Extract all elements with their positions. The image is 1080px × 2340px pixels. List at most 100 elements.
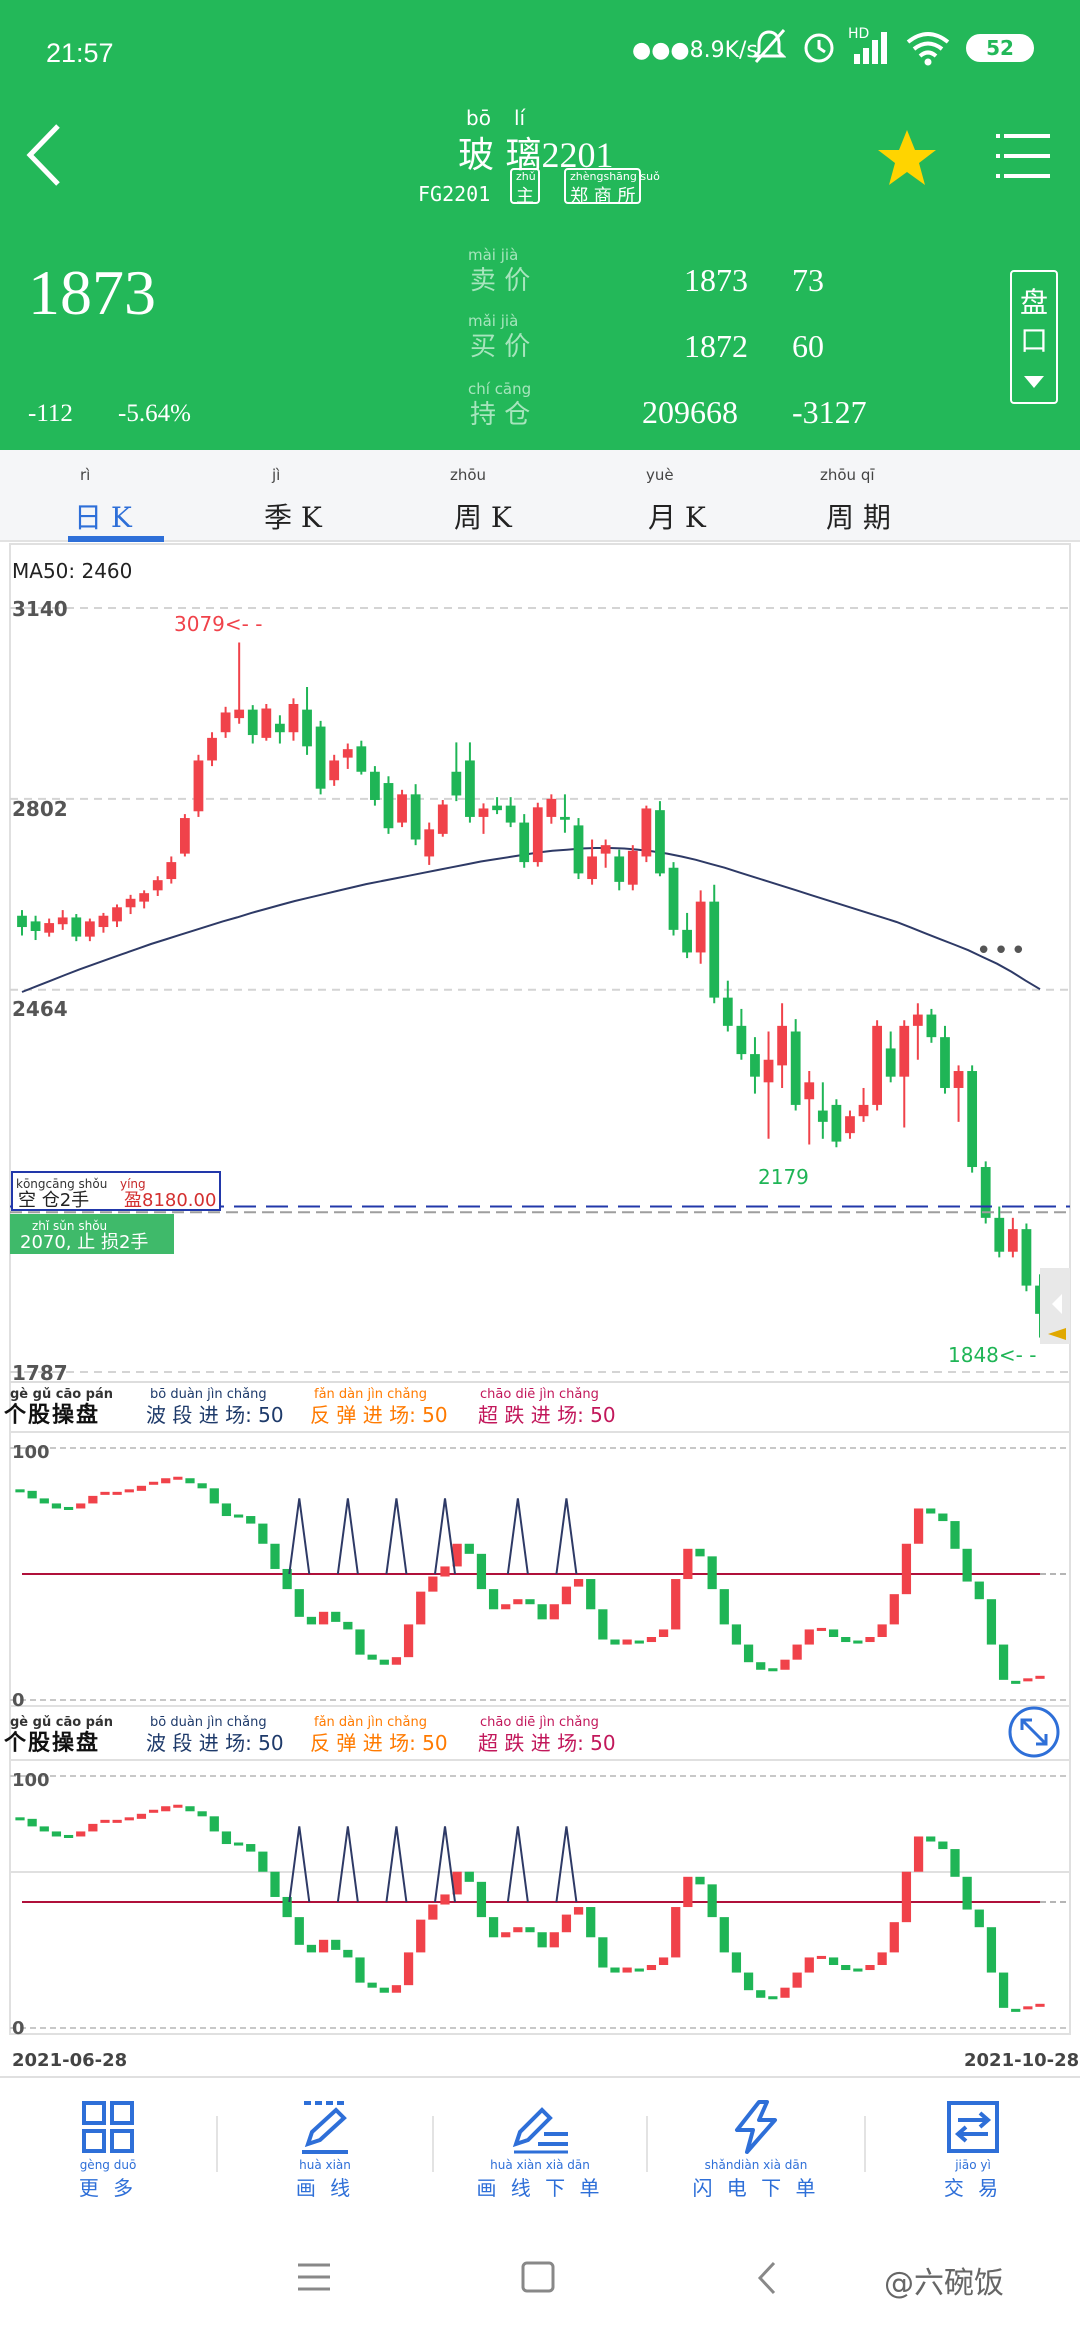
oscillator-bar bbox=[841, 1637, 851, 1643]
oscillator-bar bbox=[853, 1640, 863, 1644]
legend-wave-entry: 波 段 进 场: 50 bbox=[146, 1403, 284, 1427]
draw-line-order-button[interactable]: huà xiàn xià dān 画 线 下 单 bbox=[434, 2078, 646, 2212]
oscillator-bar bbox=[476, 1881, 487, 1918]
candle-body bbox=[722, 997, 733, 1026]
chart-frame bbox=[9, 543, 1071, 1873]
oscillator-bar bbox=[185, 1806, 195, 1812]
more-tabs-button[interactable]: ••• bbox=[976, 936, 1029, 966]
oscillator-bar bbox=[15, 1817, 25, 1821]
home-icon[interactable] bbox=[520, 2260, 556, 2294]
oscillator-bar bbox=[962, 1548, 972, 1582]
ask-price: 1873 bbox=[684, 262, 748, 298]
oscillator-bar bbox=[719, 1917, 729, 1953]
signal-marker bbox=[288, 1826, 311, 1903]
oscillator-bar bbox=[355, 1957, 365, 1983]
oscillator-bar bbox=[974, 1581, 984, 1600]
legend-rebound-entry: 反 弹 进 场: 50 bbox=[310, 1731, 448, 1755]
oscillator-bar bbox=[986, 1927, 997, 1973]
candle-body bbox=[397, 794, 407, 823]
oscillator-bar bbox=[428, 1576, 438, 1592]
oscillator-bar bbox=[161, 1478, 171, 1484]
grid-icon bbox=[82, 2101, 134, 2153]
oscillator-bar bbox=[331, 1939, 341, 1950]
candle-body bbox=[641, 808, 652, 857]
recent-apps-icon[interactable] bbox=[296, 2262, 332, 2292]
more-button[interactable]: gèng duō 更 多 bbox=[0, 2078, 216, 2212]
oscillator-bar bbox=[1011, 2008, 1021, 2012]
candle-body bbox=[370, 771, 380, 800]
signal-marker bbox=[555, 1826, 578, 1903]
legend-wave-entry: 波 段 进 场: 50 bbox=[146, 1731, 284, 1755]
oscillator-bar bbox=[719, 1589, 729, 1625]
chart-side-handle[interactable] bbox=[1040, 1268, 1070, 1344]
candle-body bbox=[98, 915, 109, 928]
oscillator-bar bbox=[1035, 1675, 1045, 1679]
oscillator-bar bbox=[379, 1987, 389, 1993]
oscillator-bar bbox=[707, 1556, 717, 1590]
oscillator-bar bbox=[561, 1586, 572, 1605]
candle-body bbox=[315, 726, 326, 789]
indicator-panel-2[interactable]: gè gǔ cāo pán 个股操盘 bō duàn jìn chǎng 波 段… bbox=[4, 1715, 1079, 2071]
menu-icon[interactable] bbox=[996, 132, 1052, 182]
oscillator-bar bbox=[658, 1957, 669, 1965]
open-interest-change: -3127 bbox=[792, 394, 867, 430]
oscillator-bar bbox=[1035, 2003, 1045, 2007]
oscillator-bar bbox=[671, 1579, 681, 1630]
expand-chart-button[interactable] bbox=[1008, 1706, 1060, 1758]
candle-body bbox=[451, 771, 462, 796]
oscillator-bar bbox=[513, 1599, 523, 1605]
svg-text:bō duàn jìn chǎng: bō duàn jìn chǎng bbox=[150, 1715, 267, 1730]
oscillator-bar bbox=[537, 1604, 547, 1620]
watermark: @六碗饭 bbox=[884, 2266, 1004, 2301]
y-tick-label: 2802 bbox=[12, 797, 68, 821]
oscillator-bar bbox=[391, 1985, 402, 1993]
candle-body bbox=[139, 893, 150, 902]
oscillator-bar bbox=[756, 1662, 766, 1670]
oscillator-bar bbox=[282, 1896, 292, 1918]
svg-text:chāo diē jìn chǎng: chāo diē jìn chǎng bbox=[480, 1715, 599, 1730]
back-nav-icon[interactable] bbox=[756, 2260, 780, 2296]
oscillator-bar bbox=[889, 1922, 899, 1953]
indicator-panel-1[interactable]: gè gǔ cāo pán 个股操盘 bō duàn jìn chǎng 波 段… bbox=[4, 1387, 1071, 1758]
back-button[interactable] bbox=[22, 120, 72, 190]
y-tick-label: 3140 bbox=[12, 597, 68, 621]
pen-order-icon bbox=[512, 2107, 568, 2154]
oscillator-bar bbox=[148, 1809, 159, 1813]
oscillator-bar bbox=[258, 1851, 268, 1872]
stop-loss-box[interactable]: zhǐ sǔn shǒu 2070, 止 损2手 bbox=[10, 1214, 174, 1254]
oscillator-bar bbox=[124, 1489, 134, 1493]
oscillator-bar bbox=[294, 1589, 304, 1617]
quote-header: 21:57 ●●●8.9K/s HD 52 bō lí 玻 璃2201 bbox=[0, 0, 1080, 450]
oscillator-bar bbox=[27, 1490, 37, 1499]
ma50-path bbox=[21, 847, 1041, 993]
oscillator-bar bbox=[841, 1965, 851, 1971]
signal-icon bbox=[854, 32, 887, 64]
candle-body bbox=[84, 921, 95, 937]
svg-text:bō duàn jìn chǎng: bō duàn jìn chǎng bbox=[150, 1387, 267, 1402]
oscillator-bar bbox=[780, 1987, 790, 1998]
candle-body bbox=[980, 1167, 991, 1218]
candle-body bbox=[817, 1110, 828, 1122]
draw-line-button[interactable]: huà xiàn 画 线 bbox=[218, 2078, 432, 2212]
oscillator-bar bbox=[161, 1806, 171, 1812]
bid-volume: 60 bbox=[792, 328, 824, 364]
network-speed: ●●●8.9K/s bbox=[632, 38, 758, 63]
position-box[interactable]: kōngcāng shǒu yíng 空 仓2手 盈8180.00 bbox=[11, 1171, 221, 1211]
oscillator-bar bbox=[88, 1823, 98, 1832]
trade-button[interactable]: jiāo yì 交 易 bbox=[866, 2078, 1080, 2212]
system-nav-bar bbox=[0, 2210, 1080, 2340]
candle-body bbox=[410, 794, 421, 840]
oscillator-bar bbox=[197, 1811, 207, 1817]
oscillator-bar bbox=[743, 1972, 754, 1991]
candle-body bbox=[994, 1217, 1005, 1252]
flash-order-button[interactable]: shǎndiàn xià dān 闪 电 下 单 bbox=[648, 2078, 864, 2212]
candlestick-panel[interactable]: MA50: 2460 3140 2802 2464 1787 3079<- - … bbox=[9, 543, 1071, 1873]
chart-area[interactable]: MA50: 2460 3140 2802 2464 1787 3079<- - … bbox=[0, 542, 1080, 2076]
candle-body bbox=[1007, 1229, 1018, 1252]
low-annotation: 1848<- - bbox=[948, 1343, 1036, 1367]
oscillator-bar bbox=[112, 1819, 122, 1823]
candle-body bbox=[899, 1025, 910, 1077]
favorite-star-icon[interactable] bbox=[876, 128, 938, 188]
order-book-button[interactable]: 盘口 bbox=[1010, 270, 1058, 404]
oscillator-bar bbox=[306, 1944, 317, 1953]
